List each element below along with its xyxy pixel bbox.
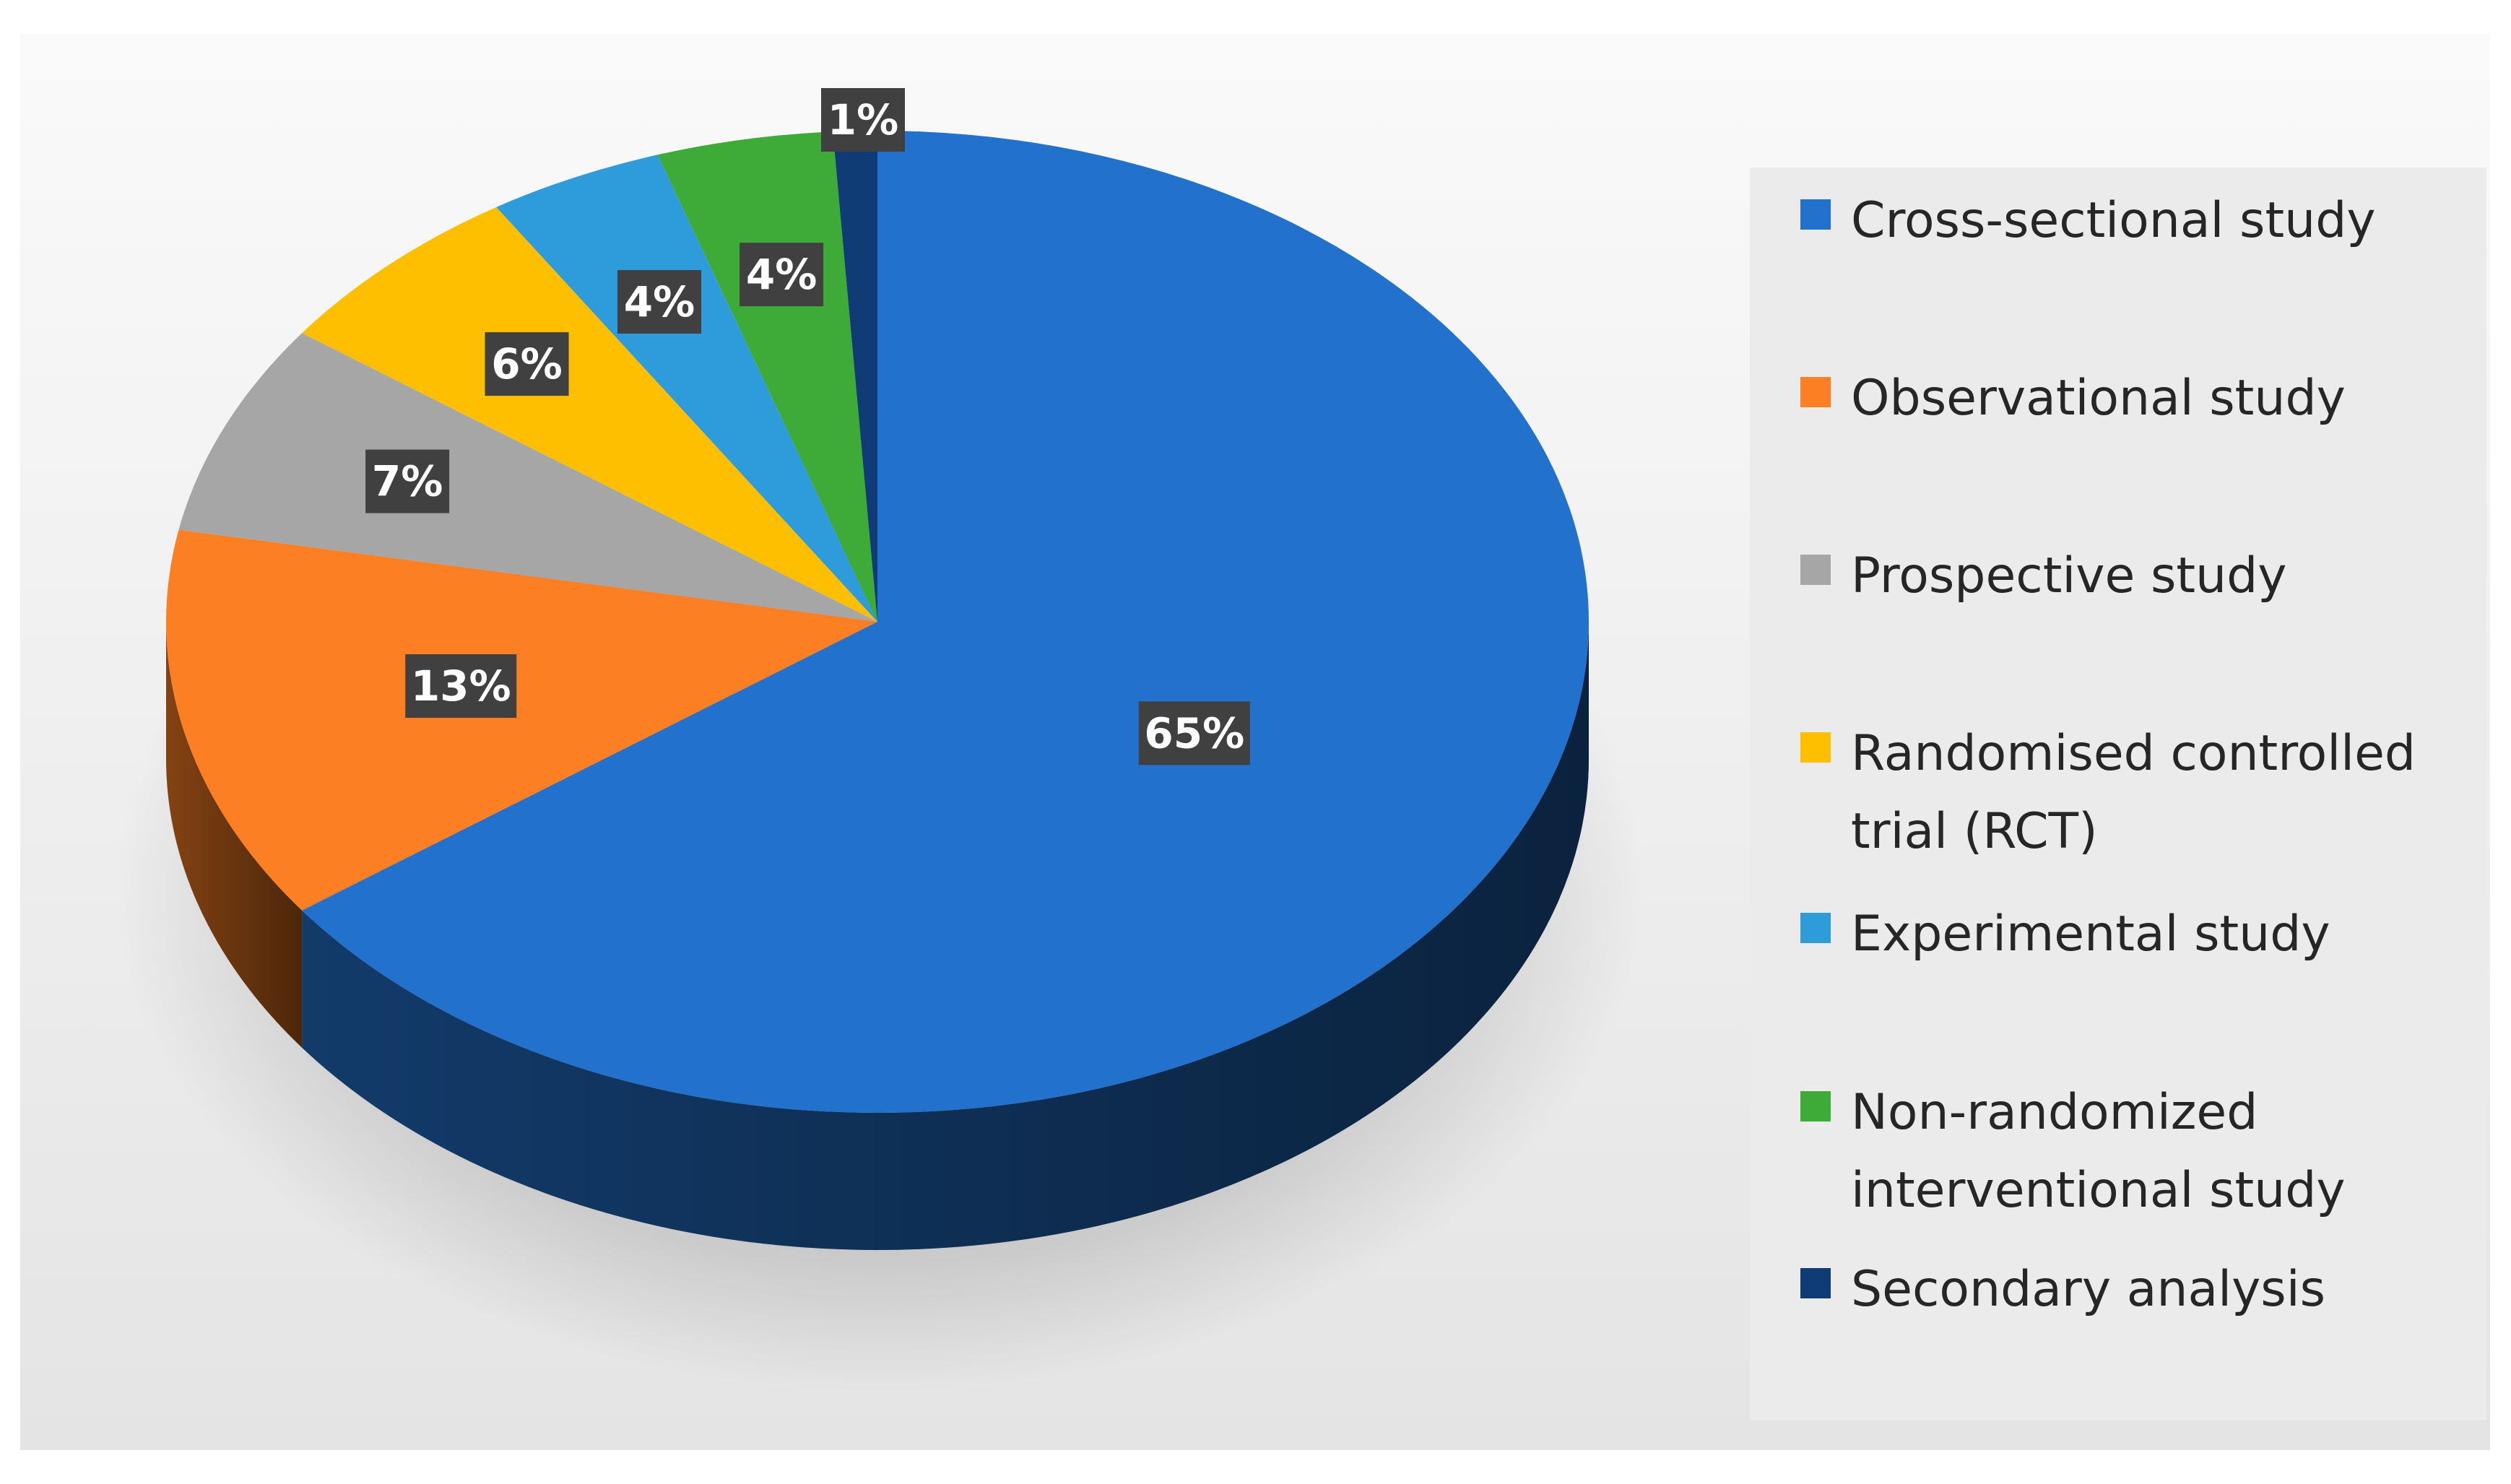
legend-label: Randomised controlled trial (RCT) [1851,725,2416,860]
data-label-box [365,449,450,513]
pie-slice-randomised-controlled-trial-rct [302,207,877,622]
pie-slice-secondary-analysis [833,131,877,622]
data-label-experimental-study: 4% [617,269,702,334]
data-label-box [617,269,702,334]
data-label-text: 13% [411,661,511,711]
data-label-box [485,332,569,396]
legend: Cross-sectional study Observational stud… [1750,168,2486,1420]
data-label-box [740,243,824,307]
pie-slice-observational-study [165,529,877,911]
legend-entry-secondary: Secondary analysis [1800,1251,2486,1329]
data-label-randomised-controlled-trial-rct: 6% [485,332,569,396]
legend-label: Prospective study [1851,547,2287,604]
legend-label: Observational study [1851,370,2346,427]
legend-entry-non-randomized: Non-randomized interventional study [1800,1074,2486,1230]
legend-swatch [1800,732,1831,763]
pie-slice-prospective-study [178,333,878,622]
legend-swatch [1800,1268,1831,1298]
data-label-secondary-analysis: 1% [821,88,905,152]
legend-label: Secondary analysis [1851,1261,2326,1318]
data-label-text: 4% [746,250,817,299]
data-label-prospective-study: 7% [365,449,450,513]
data-label-text: 1% [828,95,898,144]
legend-entry-prospective: Prospective study [1800,537,2486,615]
data-label-text: 7% [372,457,443,506]
pie-labels: 65% 13% 7% 6% 4% 4% 1% [365,88,1250,765]
pie-slice-experimental-study [496,155,877,622]
data-label-box [1138,701,1250,765]
legend-label: Non-randomized interventional study [1851,1084,2346,1219]
pie-side-shading [166,622,303,1048]
data-label-box [405,654,517,719]
legend-entry-cross-sectional: Cross-sectional study [1800,182,2486,260]
legend-entry-rct: Randomised controlled trial (RCT) [1800,715,2486,871]
data-label-observational-study: 13% [405,654,517,719]
pie-sides [166,622,1589,1251]
data-label-cross-sectional-study: 65% [1138,701,1250,765]
legend-swatch [1800,555,1831,585]
pie-slice-cross-sectional-study [302,131,1589,1114]
legend-swatch [1800,1091,1831,1121]
data-label-non-randomized-interventional-study: 4% [740,243,824,307]
data-label-text: 65% [1144,708,1244,758]
pie-top [165,131,1589,1114]
legend-swatch [1800,377,1831,407]
data-label-text: 6% [491,339,562,389]
data-label-text: 4% [624,277,695,326]
pie-side-shading [302,622,1589,1251]
legend-entry-experimental: Experimental study [1800,895,2486,973]
legend-label: Cross-sectional study [1851,192,2376,249]
legend-swatch [1800,199,1831,230]
legend-swatch [1800,913,1831,943]
chart-frame: 65% 13% 7% 6% 4% 4% 1% Cross-sectional study O… [20,33,2490,1450]
legend-entry-observational: Observational study [1800,360,2486,438]
data-label-box [821,88,905,152]
legend-label: Experimental study [1851,906,2330,963]
